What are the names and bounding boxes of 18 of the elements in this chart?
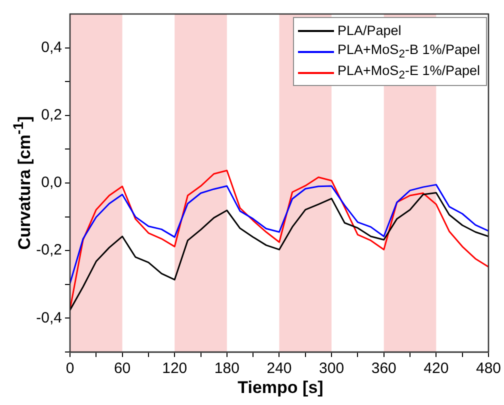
- y-tick-label: -0,2: [36, 242, 62, 259]
- x-tick-label: 120: [162, 360, 188, 378]
- x-tick-label: 420: [424, 360, 449, 378]
- legend-label: PLA+MoS$_{2}$-E 1%/Papel: [338, 63, 480, 82]
- y-tick-label: 0,0: [41, 174, 62, 192]
- x-tick-label: 360: [371, 360, 396, 378]
- x-tick-label: 240: [266, 360, 292, 378]
- x-tick-label: 180: [214, 360, 240, 378]
- legend-label: PLA+MoS$_{2}$-B 1%/Papel: [338, 42, 480, 61]
- x-tick-label: 0: [66, 360, 74, 378]
- y-tick-label: -0,4: [36, 309, 62, 326]
- y-tick-label: 0,2: [41, 106, 62, 124]
- x-tick-label: 300: [319, 360, 344, 378]
- x-axis-title: Tiempo [s]: [236, 378, 324, 398]
- x-tick-label: 480: [476, 360, 501, 378]
- legend-label: PLA/Papel: [338, 23, 402, 38]
- y-tick-label: 0,4: [41, 38, 62, 56]
- x-tick-label: 60: [114, 360, 131, 378]
